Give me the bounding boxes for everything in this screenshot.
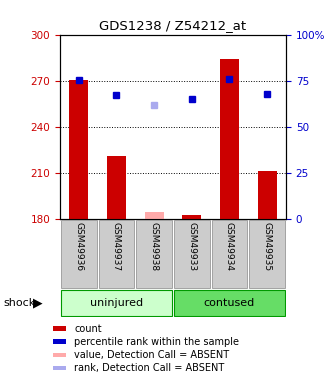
FancyBboxPatch shape [99,220,134,288]
Bar [70,80,88,219]
Text: percentile rank within the sample: percentile rank within the sample [74,337,239,346]
Text: shock: shock [3,298,35,308]
Bar [53,339,66,344]
FancyBboxPatch shape [61,290,172,316]
Text: GSM49933: GSM49933 [187,222,196,272]
Text: ▶: ▶ [33,297,43,309]
FancyBboxPatch shape [174,220,210,288]
FancyBboxPatch shape [212,220,247,288]
Text: GSM49934: GSM49934 [225,222,234,272]
Text: value, Detection Call = ABSENT: value, Detection Call = ABSENT [74,350,229,360]
FancyBboxPatch shape [174,290,285,316]
Title: GDS1238 / Z54212_at: GDS1238 / Z54212_at [99,20,247,33]
Bar [258,171,277,219]
Text: count: count [74,324,102,334]
Text: GSM49937: GSM49937 [112,222,121,272]
Text: GSM49935: GSM49935 [263,222,272,272]
Bar [53,366,66,370]
Text: contused: contused [204,298,255,308]
Bar [220,59,239,219]
Text: GSM49938: GSM49938 [150,222,159,272]
FancyBboxPatch shape [136,220,172,288]
Bar [107,156,126,219]
Text: rank, Detection Call = ABSENT: rank, Detection Call = ABSENT [74,363,224,373]
FancyBboxPatch shape [61,220,97,288]
Text: GSM49936: GSM49936 [74,222,83,272]
Bar [53,327,66,331]
Bar [53,352,66,357]
Bar [182,215,201,219]
FancyBboxPatch shape [250,220,285,288]
Text: uninjured: uninjured [90,298,143,308]
Bar [145,212,164,219]
